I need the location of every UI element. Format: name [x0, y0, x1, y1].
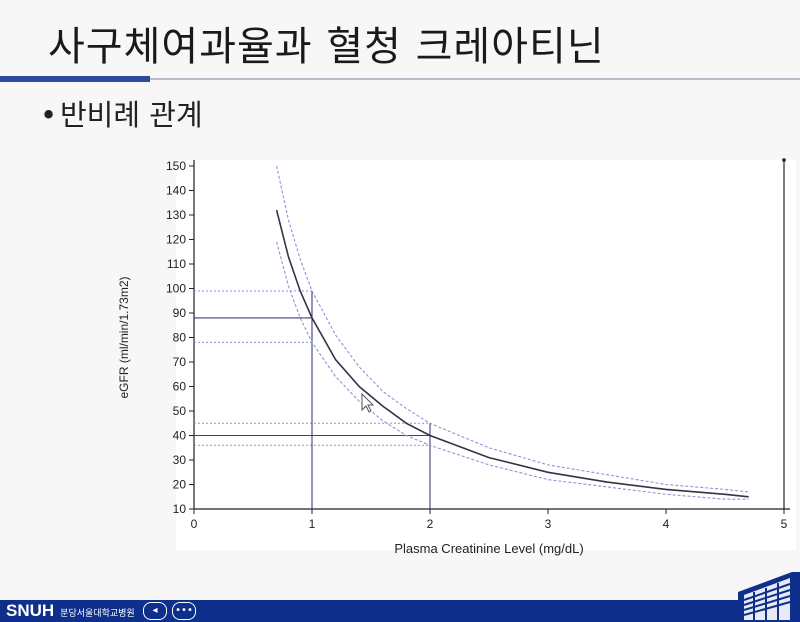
slide-prev-button[interactable]: ◂	[143, 602, 167, 620]
y-tick-label: 60	[173, 380, 187, 394]
bullet-text: 반비례 관계	[60, 98, 203, 132]
y-tick-label: 140	[166, 184, 186, 198]
axis-corner-dot	[782, 158, 786, 162]
bullet-item: •반비례 관계	[40, 92, 203, 134]
plot-background	[176, 160, 796, 550]
y-tick-label: 80	[173, 331, 187, 345]
y-axis-label: eGFR (ml/min/1.73m2)	[117, 276, 131, 398]
x-tick-label: 0	[191, 517, 198, 531]
title-underline-accent	[0, 76, 150, 82]
y-tick-label: 120	[166, 233, 186, 247]
slide-menu-button[interactable]: •••	[172, 602, 196, 620]
estimate-curve	[275, 209, 749, 498]
y-tick-label: 50	[173, 404, 187, 418]
y-tick-label: 30	[173, 453, 187, 467]
y-tick-label: 70	[173, 355, 187, 369]
footer-bar: SNUH 분당서울대학교병원 ◂ •••	[0, 572, 800, 622]
y-tick-label: 110	[167, 257, 186, 271]
egfr-creatinine-chart: 10 20 30 40 50 60 70 80 90 100 110 120 130 140 150 0 1 2 3…	[117, 158, 796, 556]
x-tick-label: 1	[309, 517, 316, 531]
x-tick-label: 2	[427, 517, 434, 531]
title-underline-rule	[150, 78, 800, 80]
building-icon	[738, 572, 800, 622]
bullet-dot-icon: •	[40, 98, 58, 132]
x-tick-label: 4	[663, 517, 670, 531]
y-tick-label: 10	[173, 502, 187, 516]
y-tick-label: 90	[173, 306, 187, 320]
y-tick-label: 100	[166, 282, 186, 296]
upper-bound-curve	[276, 165, 749, 493]
hospital-logo-mark: SNUH	[6, 601, 55, 620]
y-tick-label: 40	[173, 429, 187, 443]
x-tick-label: 5	[781, 517, 788, 531]
lower-bound-curve	[276, 241, 749, 500]
y-tick-label: 150	[166, 159, 186, 173]
x-tick-label: 3	[545, 517, 552, 531]
y-tick-label: 20	[173, 478, 187, 492]
hospital-name: 분당서울대학교병원	[60, 608, 135, 618]
y-tick-label: 130	[166, 208, 186, 222]
title-underline	[0, 76, 800, 82]
slide-title: 사구체여과율과 혈청 크레아티닌	[48, 24, 605, 70]
x-axis-label: Plasma Creatinine Level (mg/dL)	[394, 541, 583, 556]
mouse-cursor-icon	[361, 392, 375, 413]
hospital-logo: SNUH 분당서울대학교병원	[6, 601, 135, 621]
